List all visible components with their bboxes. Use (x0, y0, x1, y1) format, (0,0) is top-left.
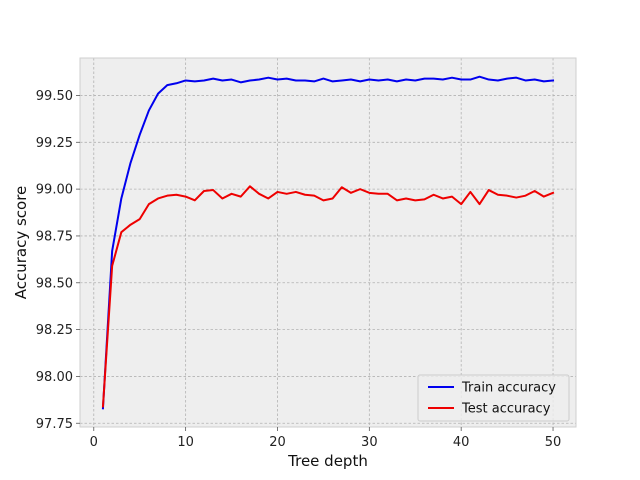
plot-frame (79, 57, 577, 428)
legend-label: Train accuracy (461, 381, 556, 396)
y-tick-label: 97.75 (36, 417, 73, 432)
plot-area (80, 58, 576, 427)
y-tick-label: 99.50 (36, 89, 73, 104)
x-tick-label: 50 (545, 435, 562, 450)
series-line-test (101, 185, 555, 408)
series-line-train (101, 75, 555, 410)
x-tick-label: 40 (453, 435, 470, 450)
grid-lines (80, 58, 576, 427)
x-tick-label: 20 (269, 435, 286, 450)
y-tick-label: 98.00 (36, 370, 73, 385)
y-tick-label: 99.25 (36, 136, 73, 151)
x-axis-ticks: 0 10 20 30 40 50 (90, 427, 562, 450)
x-tick-label: 10 (177, 435, 194, 450)
legend: Train accuracy Test accuracy (417, 374, 570, 422)
y-tick-label: 98.50 (36, 276, 73, 291)
x-tick-label: 30 (361, 435, 378, 450)
y-axis-label: Accuracy score (12, 186, 30, 300)
y-tick-label: 98.75 (36, 229, 73, 244)
x-axis-label: Tree depth (287, 452, 368, 470)
series-lines (101, 75, 555, 410)
legend-label: Test accuracy (461, 402, 551, 417)
y-axis-ticks: 97.75 98.00 98.25 98.50 98.75 99.00 99.25 99.50 (36, 89, 80, 432)
legend-box (417, 374, 570, 422)
y-tick-label: 98.25 (36, 323, 73, 338)
y-tick-label: 99.00 (36, 183, 73, 198)
x-tick-label: 0 (90, 435, 98, 450)
